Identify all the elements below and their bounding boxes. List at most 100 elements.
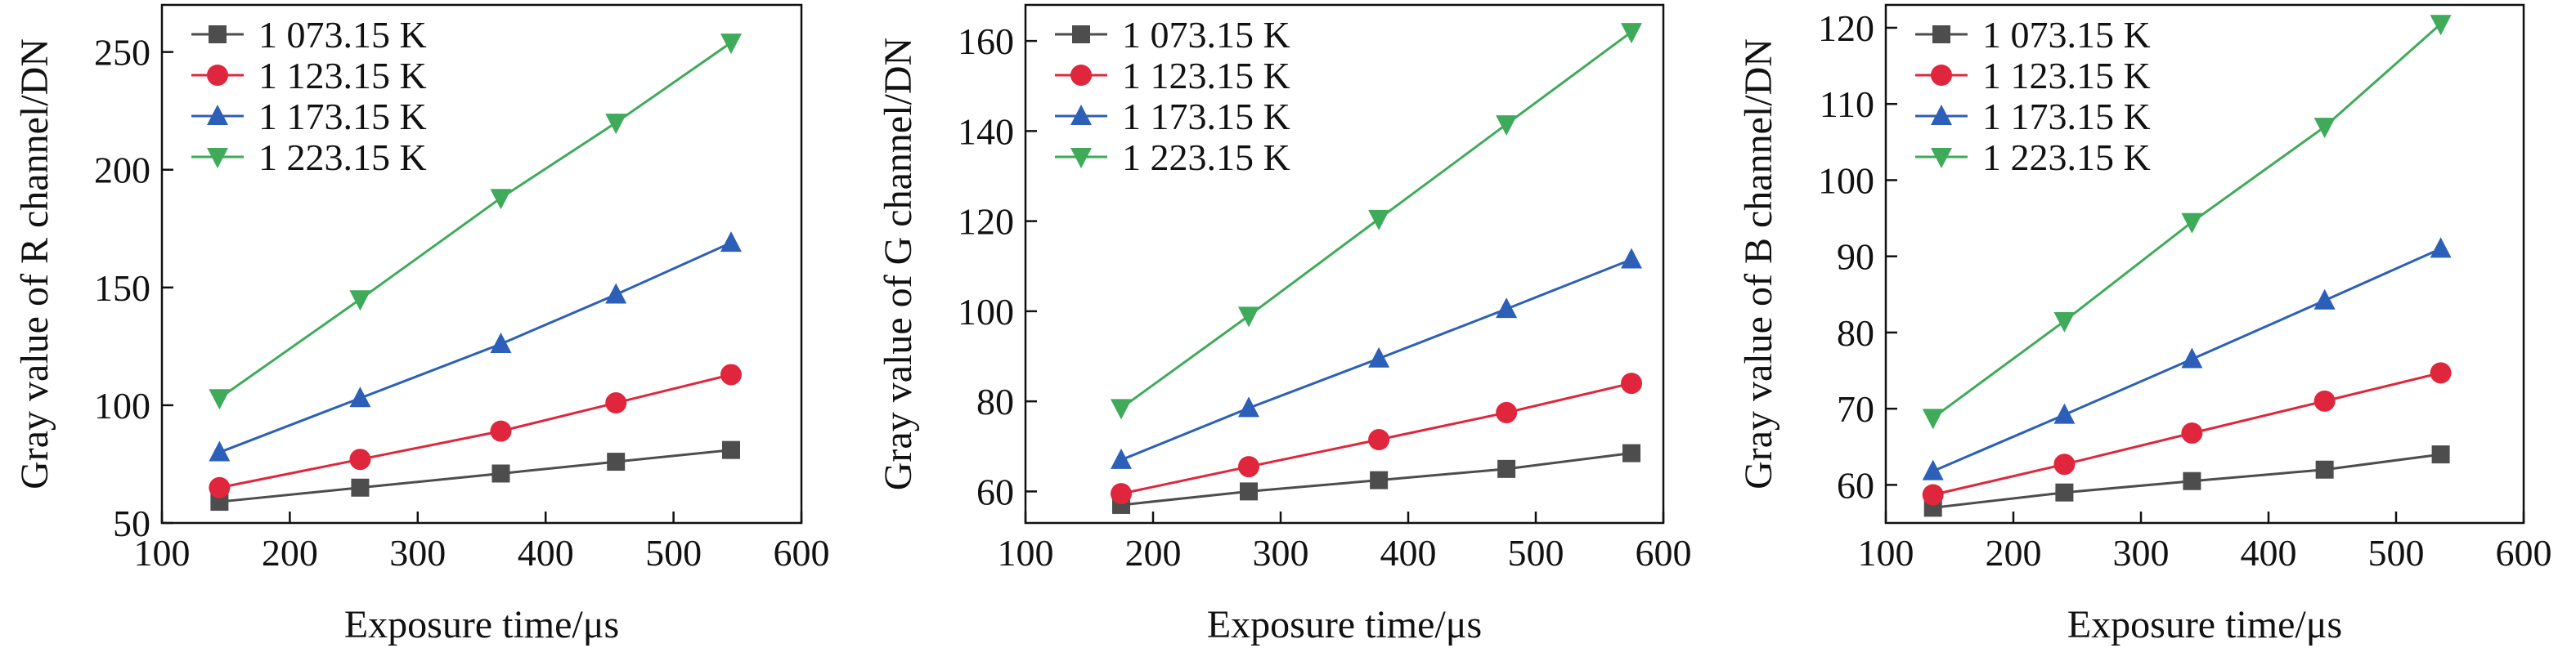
data-point	[1496, 401, 1518, 423]
data-point	[2053, 311, 2076, 333]
data-point	[1621, 23, 1642, 44]
series-line	[219, 373, 732, 489]
y-tick-label: 80	[1837, 312, 1874, 354]
data-point	[2430, 362, 2452, 384]
data-point	[209, 476, 231, 498]
y-tick-label: 60	[976, 471, 1014, 512]
x-tick-label: 200	[1125, 532, 1182, 574]
data-point	[1622, 444, 1640, 463]
legend-label: 1 123.15 K	[258, 55, 427, 96]
y-tick-label: 150	[94, 267, 150, 309]
data-point	[1368, 209, 1390, 230]
data-point	[2313, 288, 2336, 310]
y-tick-label: 90	[1837, 236, 1874, 278]
data-point	[2183, 471, 2201, 490]
x-tick-label: 300	[389, 532, 446, 574]
y-axis-label: Gray value of B channel/DN	[1737, 38, 1780, 489]
data-point	[490, 420, 512, 442]
y-tick-label: 70	[1837, 388, 1874, 430]
legend-marker	[1931, 105, 1952, 125]
legend-label: 1 073.15 K	[1122, 14, 1290, 56]
x-tick-label: 300	[2113, 532, 2170, 574]
x-axis-label: Exposure time/μs	[344, 603, 619, 646]
data-point	[2313, 390, 2336, 412]
x-tick-label: 400	[518, 532, 574, 574]
plot-frame	[1884, 3, 2525, 525]
x-tick-label: 500	[1508, 532, 1564, 574]
legend-label: 1 123.15 K	[1122, 55, 1290, 96]
data-point	[720, 231, 742, 252]
data-point	[1238, 456, 1259, 478]
y-tick-label: 160	[958, 20, 1014, 62]
data-point	[2430, 15, 2452, 36]
data-point	[2181, 347, 2203, 369]
x-tick-label: 200	[1986, 532, 2042, 574]
legend-label: 1 073.15 K	[258, 14, 427, 56]
y-tick-label: 100	[94, 385, 150, 427]
legend-marker	[1931, 148, 1952, 168]
x-axis-label: Exposure time/μs	[2067, 603, 2342, 646]
legend-marker	[209, 25, 227, 43]
chart-panel-g-channel: 100 200 300 400 500 600 60 80 100 120 140 160 Exposu…	[877, 3, 1692, 646]
y-tick-label: 100	[1818, 159, 1874, 201]
legend-marker	[207, 148, 228, 168]
y-tick-label: 200	[94, 150, 150, 191]
data-point	[1368, 346, 1390, 368]
legend-marker	[207, 65, 228, 86]
legend-label: 1 073.15 K	[1982, 14, 2151, 56]
data-point	[2431, 445, 2450, 464]
data-point	[1111, 399, 1132, 420]
data-point	[1621, 248, 1642, 269]
data-point	[1497, 459, 1516, 478]
x-tick-label: 200	[262, 532, 318, 574]
data-point	[720, 364, 742, 386]
x-tick-label: 400	[1380, 532, 1437, 574]
data-point	[1238, 396, 1259, 418]
x-tick-label: 300	[1253, 532, 1309, 574]
data-point	[721, 440, 740, 459]
legend-marker	[1070, 65, 1092, 86]
x-tick-label: 600	[774, 532, 830, 574]
y-tick-label: 120	[1818, 7, 1874, 49]
data-point	[209, 440, 231, 462]
data-point	[2181, 422, 2203, 444]
data-point	[1496, 115, 1518, 136]
y-axis-label: Gray value of R channel/DN	[13, 38, 56, 489]
data-point	[2181, 212, 2203, 234]
data-point	[1368, 429, 1390, 451]
data-point	[351, 478, 370, 497]
legend-label: 1 173.15 K	[258, 96, 427, 137]
y-tick-label: 250	[94, 32, 150, 74]
data-point	[1240, 482, 1258, 501]
chart-panel-b-channel: 100 200 300 400 500 600 60 70 80 90 100 110 120 Expos…	[1737, 3, 2552, 646]
data-point	[2315, 460, 2334, 479]
data-point	[605, 283, 627, 304]
legend-label: 1 173.15 K	[1122, 96, 1290, 137]
legend-label: 1 223.15 K	[1982, 136, 2151, 178]
data-point	[1111, 448, 1132, 469]
data-point	[490, 189, 512, 210]
x-axis-label: Exposure time/μs	[1207, 603, 1482, 646]
data-point	[1922, 459, 1944, 480]
x-tick-label: 600	[1636, 532, 1692, 574]
y-axis-label: Gray value of G channel/DN	[877, 38, 920, 490]
chart-panel-r-channel: 100 200 300 400 500 60050100150200250Exposure…	[13, 3, 830, 646]
x-tick-label: 100	[1858, 532, 1914, 574]
data-point	[349, 387, 371, 408]
legend-label: 1 123.15 K	[1982, 55, 2151, 96]
y-tick-label: 110	[1820, 83, 1874, 125]
legend-marker	[1931, 65, 1952, 86]
x-tick-label: 400	[2241, 532, 2297, 574]
x-tick-label: 100	[998, 532, 1054, 574]
data-point	[1111, 483, 1132, 505]
data-point	[2055, 483, 2074, 502]
data-point	[349, 449, 371, 471]
data-point	[720, 34, 742, 55]
legend-label: 1 173.15 K	[1982, 96, 2151, 137]
data-point	[491, 464, 510, 483]
y-tick-label: 60	[1837, 464, 1874, 506]
data-point	[2313, 118, 2336, 139]
y-tick-label: 50	[113, 503, 150, 544]
legend-marker	[1070, 148, 1092, 168]
